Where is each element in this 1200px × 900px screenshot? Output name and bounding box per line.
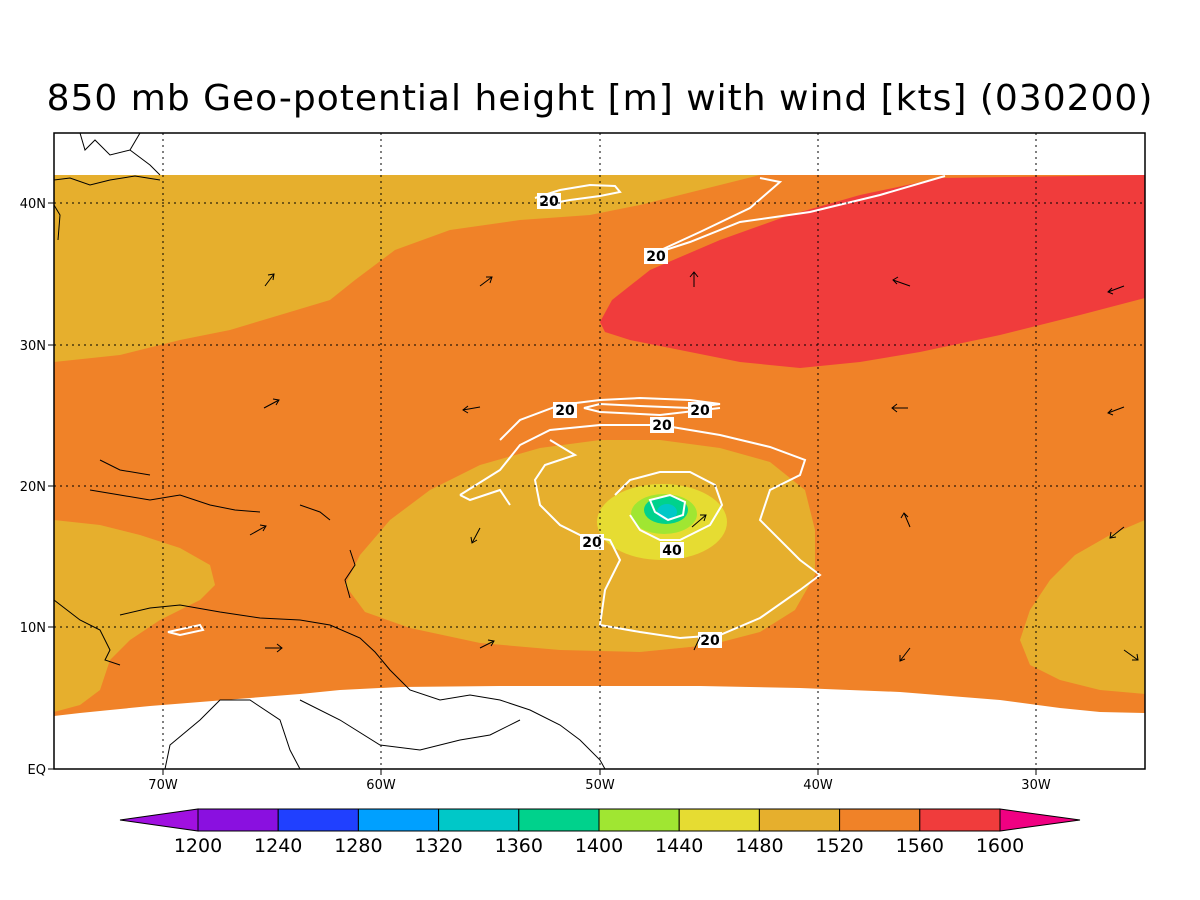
contour-label: 20 — [652, 418, 672, 434]
colorbar-arrow-high — [999, 808, 1081, 832]
colorbar-label: 1200 — [174, 835, 222, 857]
colorbar-swatch — [197, 808, 279, 832]
wind-arrow — [479, 276, 493, 287]
x-axis-labels: 70W 60W 50W 40W 30W — [148, 778, 1051, 793]
colorbar-swatch — [598, 808, 680, 832]
x-tick-label: 50W — [585, 778, 615, 793]
band-1600 — [600, 175, 1145, 368]
x-axis — [162, 769, 1037, 775]
colorbar-label: 1600 — [976, 835, 1024, 857]
y-tick-label: 10N — [20, 621, 46, 636]
colorbar-swatch — [518, 808, 600, 832]
band-1520-north — [54, 175, 760, 362]
wind-arrow — [265, 643, 283, 653]
colorbar-swatch — [438, 808, 520, 832]
wind-arrow — [1107, 406, 1125, 416]
wind-arrow — [462, 405, 481, 414]
colorbar-label: 1360 — [495, 835, 543, 857]
colorbar-label: 1320 — [414, 835, 462, 857]
wind-arrow — [264, 273, 275, 287]
contour-20-north — [534, 183, 622, 205]
coastlines — [54, 133, 606, 769]
wind-arrow — [693, 636, 701, 651]
colorbar-swatch — [839, 808, 921, 832]
grid-lines — [54, 133, 1145, 769]
colorbar-label: 1560 — [896, 835, 944, 857]
wind-arrow — [263, 398, 280, 409]
colorbar-swatch — [678, 808, 760, 832]
wind-arrow — [900, 512, 911, 528]
colorbar-label: 1520 — [815, 835, 863, 857]
contour-label: 20 — [646, 249, 666, 265]
wind-arrow — [470, 527, 481, 544]
band-1520-west — [54, 520, 215, 712]
y-tick-label: 40N — [20, 197, 46, 212]
y-tick-label: EQ — [28, 763, 46, 778]
y-tick-label: 30N — [20, 339, 46, 354]
wind-arrow — [899, 647, 911, 662]
colorbar-swatch — [758, 808, 841, 832]
colorbar-arrow-low — [119, 808, 199, 832]
colorbar-label: 1240 — [254, 835, 302, 857]
band-1520-east — [1020, 520, 1145, 694]
x-tick-label: 40W — [803, 778, 833, 793]
wind-arrow — [691, 514, 707, 528]
wind-vectors — [249, 271, 1139, 662]
y-tick-label: 20N — [20, 480, 46, 495]
contour-label-group: 20 20 20 20 20 20 40 20 — [537, 193, 722, 649]
colorbar-label: 1440 — [655, 835, 703, 857]
contour-label: 20 — [539, 194, 559, 210]
wind-arrow — [1107, 285, 1125, 295]
contour-label: 20 — [700, 633, 720, 649]
wind-arrow — [479, 639, 495, 649]
colorbar-swatch — [919, 808, 1001, 832]
x-tick-label: 60W — [366, 778, 396, 793]
contour-label: 20 — [555, 403, 575, 419]
wind-arrow — [1109, 526, 1125, 539]
colorbar-swatch — [357, 808, 440, 832]
map-title: 850 mb Geo-potential height [m] with win… — [46, 78, 1154, 119]
y-axis-labels: 40N 30N 20N 10N EQ — [20, 197, 46, 778]
contour-inner — [648, 493, 687, 522]
contour-label: 20 — [582, 535, 602, 551]
contour-20-ne — [649, 175, 946, 256]
wind-arrow — [689, 271, 699, 287]
contour-west — [167, 623, 205, 637]
colorbar-label: 1280 — [334, 835, 382, 857]
wind-arrow — [249, 524, 267, 536]
contour-label: 40 — [662, 543, 682, 559]
colorbar: 1200 1240 1280 1320 1360 1400 1440 1480 1520 1560… — [119, 808, 1081, 857]
x-tick-label: 30W — [1021, 778, 1051, 793]
wind-arrow — [892, 276, 911, 287]
wind-arrow — [891, 403, 908, 413]
wind-arrow — [1123, 649, 1139, 661]
colorbar-label: 1480 — [735, 835, 783, 857]
contour-label: 20 — [690, 403, 710, 419]
colorbar-label: 1400 — [575, 835, 623, 857]
y-axis — [48, 202, 54, 770]
colorbar-swatch — [277, 808, 359, 832]
x-tick-label: 70W — [148, 778, 178, 793]
contour-40 — [614, 471, 724, 541]
